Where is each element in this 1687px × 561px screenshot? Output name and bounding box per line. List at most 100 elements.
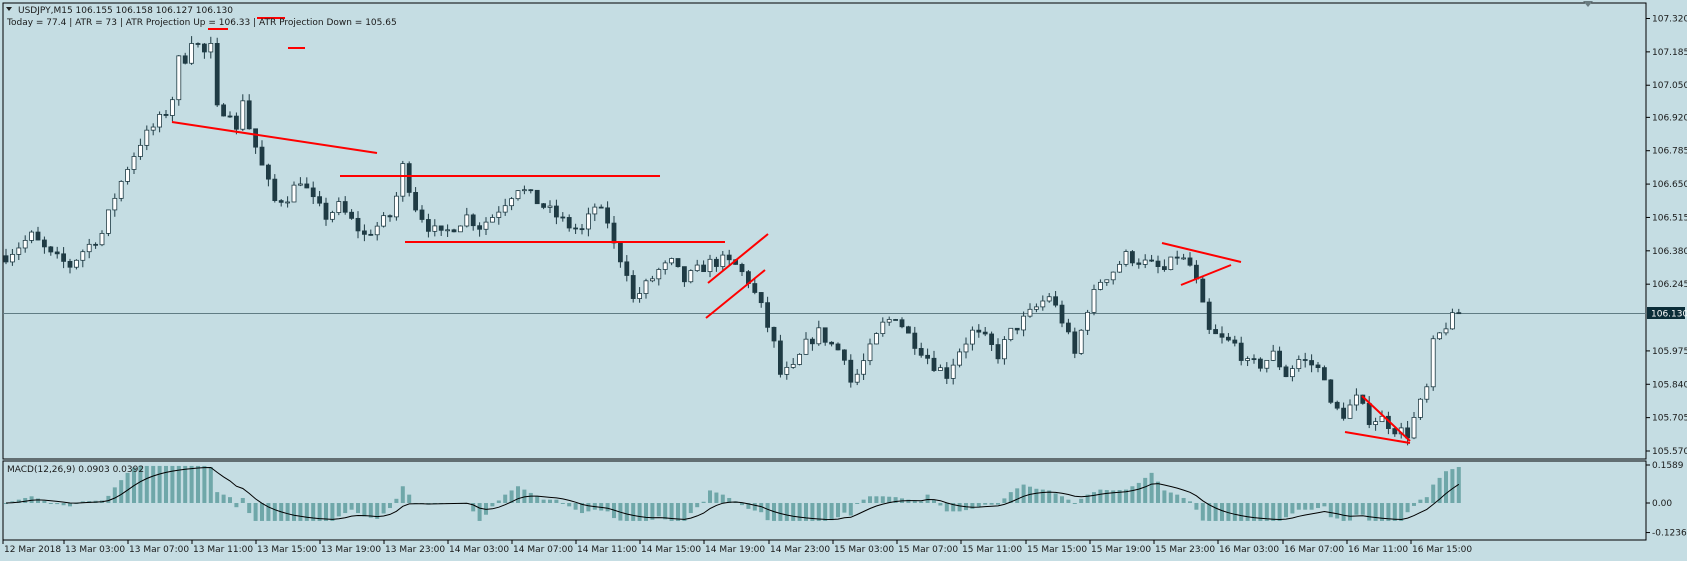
macd-bar: [535, 496, 540, 503]
candle: [22, 235, 28, 253]
macd-bar: [324, 503, 328, 521]
macd-bar: [362, 503, 367, 517]
macd-bar: [407, 494, 412, 503]
macd-bar: [1124, 489, 1128, 503]
macd-bar: [727, 497, 732, 503]
candle: [265, 163, 271, 187]
macd-bar: [285, 503, 290, 521]
candle: [1072, 327, 1078, 359]
candle: [1437, 332, 1442, 341]
macd-bar: [1437, 477, 1442, 503]
candle: [976, 324, 982, 338]
macd-bar: [893, 497, 898, 503]
candle: [118, 180, 124, 202]
falling-wedge-lower-line: [1344, 431, 1411, 444]
macd-bar: [784, 503, 789, 521]
macd-bar: [1098, 489, 1103, 503]
macd-bar: [119, 480, 124, 503]
macd-bar: [151, 465, 156, 503]
candle: [1130, 250, 1135, 267]
candle: [810, 337, 815, 351]
candle: [1104, 279, 1110, 286]
candles-layer: [3, 36, 1462, 446]
candle: [297, 177, 303, 187]
candle: [842, 349, 847, 365]
candle: [944, 362, 950, 385]
macd-bar: [887, 496, 892, 503]
candle: [368, 229, 374, 236]
candle: [835, 342, 841, 351]
candle: [694, 259, 700, 272]
candle: [861, 353, 866, 380]
candle: [707, 254, 713, 278]
candle: [451, 228, 457, 233]
macd-bar: [631, 503, 636, 521]
atr-stats-line: Today = 77.4 | ATR = 73 | ATR Projection…: [6, 18, 397, 28]
candle: [336, 197, 342, 216]
macd-bar: [701, 501, 706, 503]
candle: [182, 52, 188, 65]
candle: [554, 199, 559, 225]
macd-bar: [976, 503, 981, 507]
macd-bar: [1188, 501, 1192, 503]
macd-bar: [695, 503, 700, 508]
candle: [630, 270, 636, 303]
scroll-shift-marker-icon[interactable]: [1583, 1, 1593, 7]
candle: [259, 140, 265, 166]
macd-bar: [1271, 503, 1276, 521]
candle: [201, 43, 207, 59]
candle: [522, 185, 527, 195]
candle: [778, 334, 783, 378]
candle: [1277, 346, 1282, 371]
candle: [425, 213, 431, 238]
candle: [1354, 388, 1359, 411]
candle: [74, 259, 79, 270]
candle: [848, 354, 854, 388]
candle: [675, 258, 681, 268]
time-axis: 12 Mar 2018 13 Mar 03:00 13 Mar 07:00 13 Ma…: [2, 540, 1472, 555]
macd-bar: [996, 503, 1000, 505]
candle: [893, 318, 898, 321]
macd-bar: [682, 503, 687, 521]
candle: [720, 251, 726, 271]
candle: [854, 369, 860, 386]
candle: [131, 152, 137, 175]
symbol-dropdown-icon[interactable]: [6, 7, 12, 11]
macd-bar: [868, 496, 872, 503]
candle: [1315, 361, 1321, 373]
candle: [1251, 354, 1257, 364]
macd-bar: [548, 499, 552, 503]
macd-bar: [1431, 484, 1436, 503]
macd-bar: [247, 503, 252, 514]
price-tick-label: 106.920: [1652, 113, 1687, 123]
macd-bar: [874, 496, 879, 503]
time-tick-label: 13 Mar 23:00: [385, 545, 445, 555]
macd-bar: [522, 489, 527, 503]
macd-bar: [1239, 503, 1244, 521]
macd-bar: [484, 503, 488, 515]
candle: [106, 209, 111, 237]
macd-bar: [1072, 503, 1077, 504]
candle: [163, 110, 169, 119]
macd-bar: [1412, 503, 1416, 506]
macd-bar: [1085, 494, 1090, 503]
macd-bar: [1200, 503, 1205, 521]
macd-bar: [752, 503, 757, 511]
candle: [413, 187, 419, 213]
macd-bar: [1156, 481, 1160, 503]
macd-bar: [1245, 503, 1250, 521]
macd-bar: [855, 503, 860, 504]
candle: [227, 111, 233, 118]
macd-bar: [228, 497, 232, 503]
macd-bar: [708, 490, 712, 503]
macd-bar: [586, 503, 591, 512]
macd-bar: [1040, 489, 1045, 503]
macd-bar: [164, 465, 168, 503]
macd-bar: [317, 503, 322, 521]
macd-bar: [810, 503, 815, 521]
candle: [688, 269, 694, 284]
trendline-descending-1: [171, 121, 378, 154]
macd-bar: [688, 503, 693, 514]
